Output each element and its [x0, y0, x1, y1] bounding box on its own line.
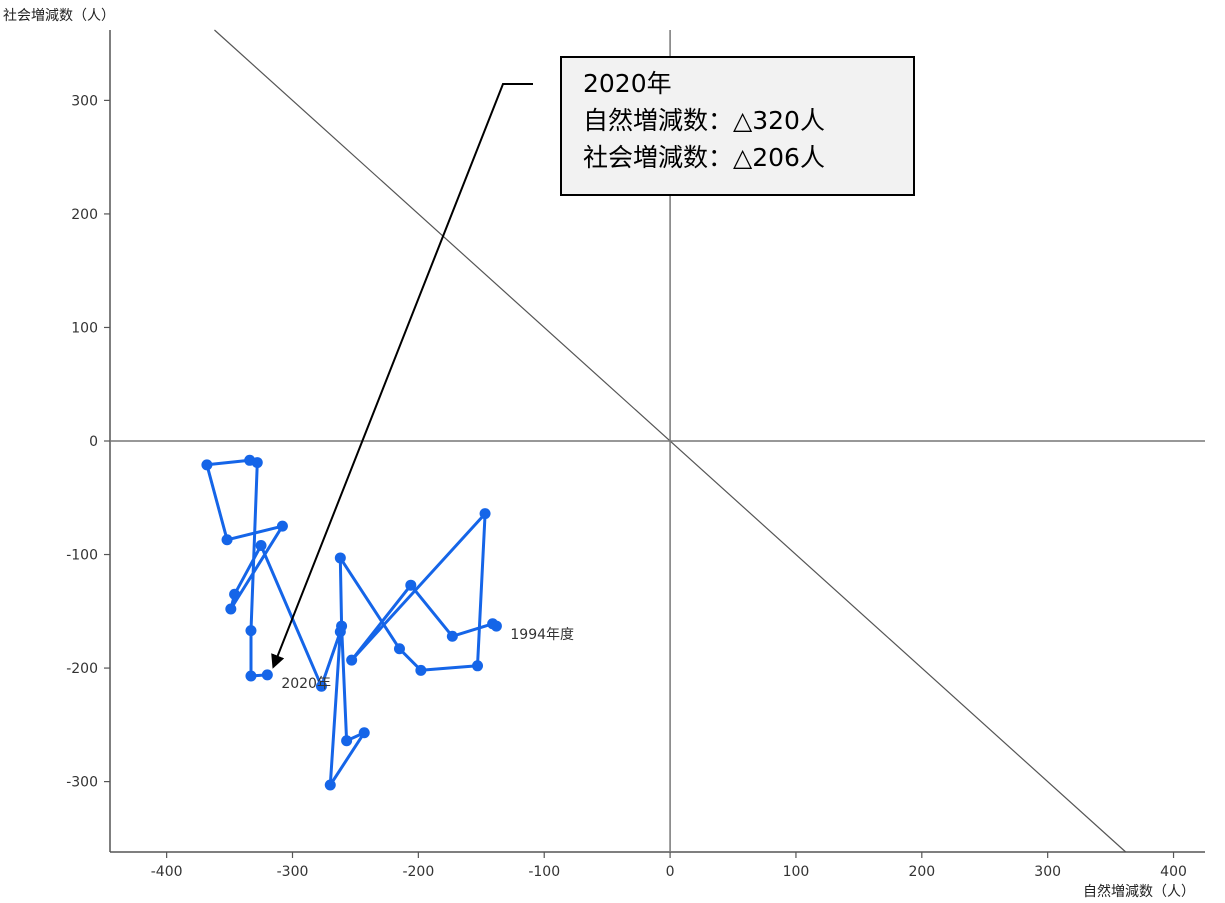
- data-point: [472, 660, 484, 672]
- data-point: [251, 457, 263, 469]
- callout-box: [560, 56, 915, 196]
- data-point: [341, 735, 353, 747]
- x-tick-label: -300: [277, 864, 309, 880]
- data-point: [479, 508, 491, 520]
- point-label-layer: 1994年度 2020年: [281, 627, 574, 692]
- y-tick-label: 100: [71, 320, 98, 336]
- data-point: [393, 643, 405, 655]
- data-point: [324, 779, 336, 791]
- data-point: [358, 727, 370, 739]
- series-line: [205, 458, 498, 787]
- data-point: [334, 552, 346, 564]
- data-point: [255, 539, 267, 551]
- y-tick-label: 0: [89, 434, 98, 450]
- x-axis-title: 自然増減数（人）: [1083, 883, 1195, 900]
- data-point: [346, 654, 358, 666]
- y-tick-label: -100: [66, 548, 98, 564]
- tick-layer: -400 -300 -200 -100 0 100 200 300 400 -300 -200 -10…: [66, 93, 1187, 880]
- data-point: [315, 680, 327, 692]
- callout-line: 自然増減数：△320人: [583, 106, 825, 135]
- x-tick-label: 0: [666, 864, 675, 880]
- y-tick-label: 300: [71, 93, 98, 109]
- data-point: [261, 669, 273, 681]
- callout-line: 社会増減数：△206人: [583, 143, 825, 172]
- data-point: [446, 630, 458, 642]
- callout-arrow: [271, 83, 533, 669]
- data-point: [245, 670, 257, 682]
- data-point: [201, 459, 213, 471]
- y-axis-title: 社会増減数（人）: [3, 7, 115, 24]
- y-tick-label: -200: [66, 661, 98, 677]
- y-tick-label: 200: [71, 207, 98, 223]
- y-tick-label: -300: [66, 775, 98, 791]
- point-label: 1994年度: [510, 627, 574, 643]
- point-label: 2020年: [281, 676, 331, 692]
- callout-line: 2020年: [583, 69, 672, 98]
- data-point: [221, 534, 233, 546]
- data-point: [245, 625, 257, 637]
- data-point: [487, 618, 499, 630]
- x-tick-label: -100: [528, 864, 560, 880]
- x-tick-label: 400: [1160, 864, 1187, 880]
- x-tick-label: 100: [783, 864, 810, 880]
- data-point: [229, 588, 241, 600]
- data-point: [225, 603, 237, 615]
- data-point: [276, 520, 288, 532]
- x-tick-label: 300: [1034, 864, 1061, 880]
- data-point: [334, 626, 346, 638]
- x-tick-label: 200: [908, 864, 935, 880]
- x-tick-label: -200: [402, 864, 434, 880]
- series-layer: [201, 454, 502, 791]
- data-point: [415, 664, 427, 676]
- data-point: [405, 579, 417, 591]
- x-tick-label: -400: [151, 864, 183, 880]
